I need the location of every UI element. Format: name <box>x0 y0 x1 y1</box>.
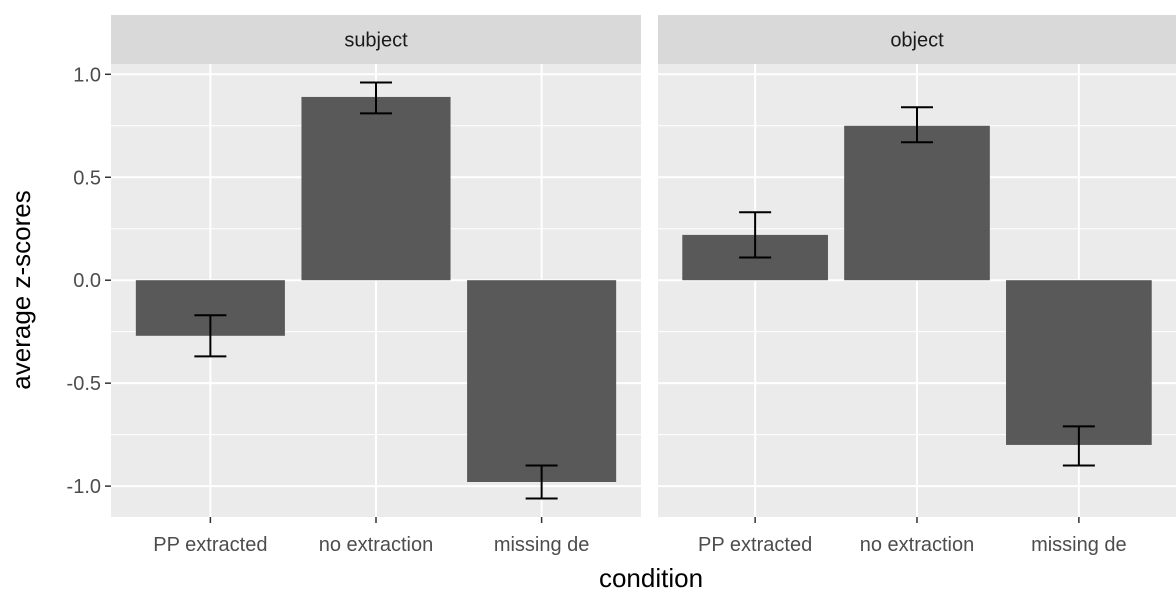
bar-missing-de <box>467 280 617 482</box>
error-bar <box>739 211 772 259</box>
x-tick-label: PP extracted <box>153 534 267 556</box>
x-tick-label: PP extracted <box>698 534 812 556</box>
y-tick-label: 0.5 <box>73 167 101 189</box>
x-tick-label: no extraction <box>319 534 434 556</box>
y-tick-label: -0.5 <box>67 373 101 395</box>
error-bar <box>360 81 392 115</box>
x-tick-label: no extraction <box>860 534 975 556</box>
panels-layer: subject PP extracted no extraction missing … <box>111 15 1176 556</box>
x-tick-label: missing de <box>1031 534 1127 556</box>
error-bar <box>194 314 227 358</box>
x-axis-title: condition <box>599 563 703 592</box>
error-bar <box>1062 425 1095 467</box>
panel-subject: subject PP extracted no extraction missing … <box>111 15 641 556</box>
y-tick-label: 0.0 <box>73 270 101 292</box>
error-bar <box>525 464 558 500</box>
y-axis: -1.0 -0.5 0.0 0.5 1.0 <box>67 64 111 498</box>
strip-label: object <box>890 30 944 52</box>
bar-no-extraction <box>301 96 451 281</box>
bar-no-extraction <box>844 125 990 281</box>
x-tick-label: missing de <box>494 534 590 556</box>
strip-background <box>658 15 1176 64</box>
panel-object: object PP extracted no extraction missing d… <box>658 15 1176 556</box>
y-tick-label: 1.0 <box>73 64 101 86</box>
strip-background <box>111 15 641 64</box>
y-tick-label: -1.0 <box>67 476 101 498</box>
error-bar <box>901 106 933 144</box>
strip-label: subject <box>344 30 408 52</box>
y-axis-title: average z-scores <box>6 190 36 389</box>
bar-missing-de <box>1006 280 1152 445</box>
